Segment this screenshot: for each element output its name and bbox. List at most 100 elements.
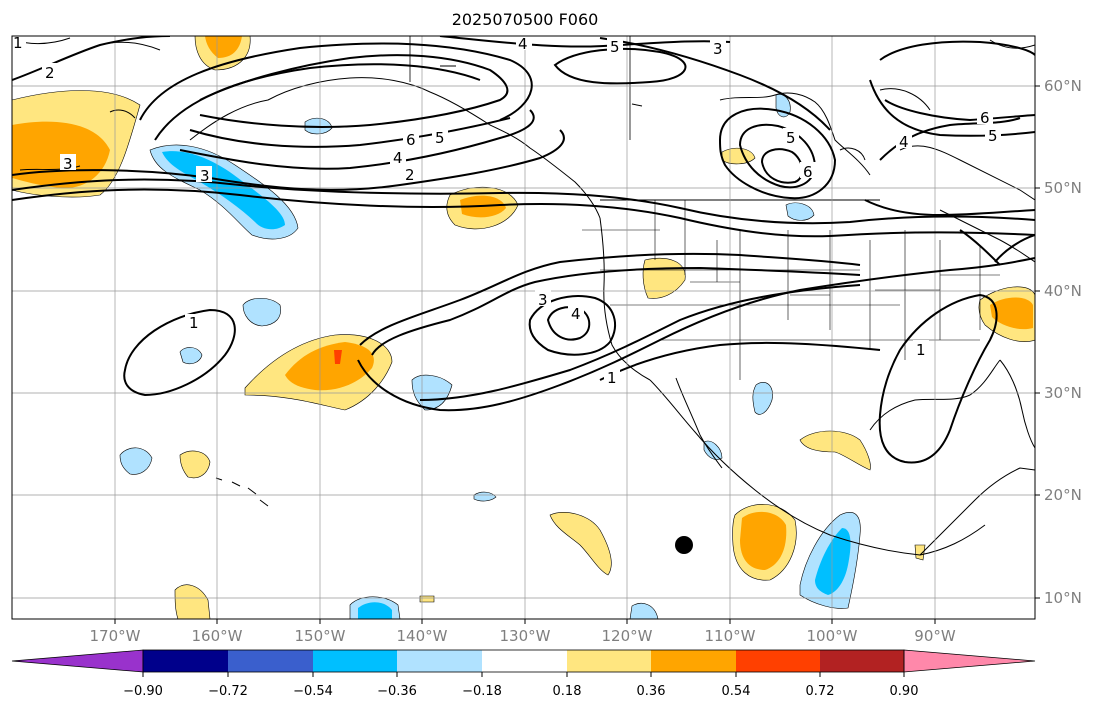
contour-line-3	[12, 129, 565, 191]
contour-loop-offshore	[528, 295, 616, 356]
colorbar-tick-6: 0.36	[636, 684, 666, 699]
contour-label-6b: 6	[980, 109, 990, 127]
coastlines-and-borders	[12, 36, 1035, 556]
lat-ticks	[1035, 85, 1040, 599]
graticule	[12, 36, 1035, 619]
lat-label-30n: 30°N	[1044, 384, 1082, 402]
colorbar-segment-3	[228, 650, 313, 672]
state-borders	[582, 200, 1000, 380]
contour-line-6	[199, 54, 509, 128]
lat-label-60n: 60°N	[1044, 77, 1082, 95]
contour-label-4d: 4	[518, 35, 528, 53]
lat-label-10n: 10°N	[1044, 589, 1082, 607]
positive-anomaly-south3	[174, 584, 211, 619]
contour-label-2b: 2	[45, 64, 55, 82]
contour-label-2: 2	[405, 166, 415, 184]
negative-anomaly-canada2	[785, 202, 815, 221]
lon-ticks	[114, 619, 936, 624]
lon-label-110w: 110°W	[704, 627, 756, 645]
positive-anomaly-south1	[549, 511, 612, 576]
lon-label-120w: 120°W	[601, 627, 653, 645]
contour-label-1b: 1	[607, 369, 617, 387]
colorbar-segment-5	[397, 650, 482, 672]
colorbar-tick-7: 0.54	[721, 684, 751, 699]
contour-line-3-top	[599, 37, 831, 131]
contour-label-4: 4	[393, 149, 403, 167]
colorbar-segment-7	[567, 650, 651, 672]
colorbar-tick-2: −0.54	[293, 684, 333, 699]
contour-label-5d: 5	[988, 127, 998, 145]
contour-label-5: 5	[435, 129, 445, 147]
negative-anomaly-small3	[179, 347, 203, 365]
negative-anomaly-baja	[752, 381, 773, 415]
coastline-alaska	[189, 77, 601, 219]
negative-anomaly-small2	[242, 297, 281, 327]
coastline-florida	[999, 359, 1035, 449]
shaded-anomalies	[12, 36, 1035, 619]
lat-label-20n: 20°N	[1044, 486, 1082, 504]
contour-line-1-west	[123, 308, 236, 397]
contour-loop-gulf	[878, 293, 998, 464]
contour-loop-offshore-inner	[546, 306, 591, 341]
contour-label-6c: 6	[803, 163, 813, 181]
contour-line-2-top	[12, 36, 171, 81]
hawaii-islands	[215, 477, 269, 507]
lat-label-40n: 40°N	[1044, 282, 1082, 300]
map-title: 2025070500 F060	[451, 10, 599, 29]
colorbar-segment-10	[820, 650, 904, 672]
contour-label-3d: 3	[63, 155, 73, 173]
colorbar-tick-1: −0.72	[208, 684, 248, 699]
colorbar-tick-9: 0.90	[889, 684, 919, 699]
lon-label-140w: 140°W	[396, 627, 448, 645]
lon-label-130w: 130°W	[499, 627, 551, 645]
contour-label-4c: 4	[899, 133, 909, 151]
contour-loop-subtropical	[359, 252, 861, 346]
colorbar-segment-9	[736, 650, 820, 672]
contour-line-5-east	[869, 79, 1035, 137]
lon-label-150w: 150°W	[294, 627, 346, 645]
contour-label-3c: 3	[200, 167, 210, 185]
coastline-mexico	[649, 379, 986, 556]
contour-label-5c: 5	[786, 129, 796, 147]
coastline-gulf	[869, 359, 1001, 431]
colorbar-extend-high	[903, 649, 1036, 673]
lat-label-50n: 50°N	[1044, 179, 1082, 197]
contour-loop-north	[139, 42, 533, 121]
contour-label-6: 6	[406, 131, 416, 149]
contour-labels: 1 2 2 3 3 3 3 4 4 4 4 5 5 5 5 6 6 6 1 1 …	[12, 34, 1001, 387]
lon-label-170w: 170°W	[89, 627, 141, 645]
coastline-yucatan	[919, 467, 1035, 556]
contour-label-1c: 1	[916, 341, 926, 359]
contour-label-5b: 5	[610, 38, 620, 56]
contour-line-6-east	[879, 40, 1035, 122]
contour-label-4b: 4	[571, 305, 581, 323]
colorbar-segment-4	[313, 650, 397, 672]
colorbar-tick-4: −0.18	[462, 684, 502, 699]
colorbar-tick-5: 0.18	[552, 684, 582, 699]
negative-anomaly-small4	[119, 447, 153, 475]
contour-label-1: 1	[189, 314, 199, 332]
contour-label-1d: 1	[13, 34, 23, 52]
colorbar-segment-2	[143, 650, 228, 672]
contour-loop-canada	[718, 107, 837, 200]
contour-line-5	[189, 117, 511, 148]
coastline-hudson-bay	[719, 92, 871, 176]
contour-line-2-main	[12, 178, 1035, 225]
colorbar-segment-8	[651, 650, 736, 672]
contour-label-3b: 3	[713, 40, 723, 58]
map-panel: 1 2 2 3 3 3 3 4 4 4 4 5 5 5 5 6 6 6 1 1 …	[12, 34, 1035, 619]
coastline-us-west	[599, 217, 651, 381]
lon-label-90w: 90°W	[914, 627, 956, 645]
colorbar	[11, 649, 1036, 677]
negative-anomaly-small1	[304, 117, 333, 135]
colorbar-tick-3: −0.36	[377, 684, 417, 699]
map-frame	[11, 35, 1036, 620]
lon-label-160w: 160°W	[191, 627, 243, 645]
storm-location-marker	[675, 536, 693, 554]
contour-label-3: 3	[538, 291, 548, 309]
positive-anomaly-south2	[179, 450, 211, 479]
colorbar-tick-0: −0.90	[123, 684, 163, 699]
colorbar-extend-low	[11, 649, 144, 673]
colorbar-tick-8: 0.72	[805, 684, 835, 699]
